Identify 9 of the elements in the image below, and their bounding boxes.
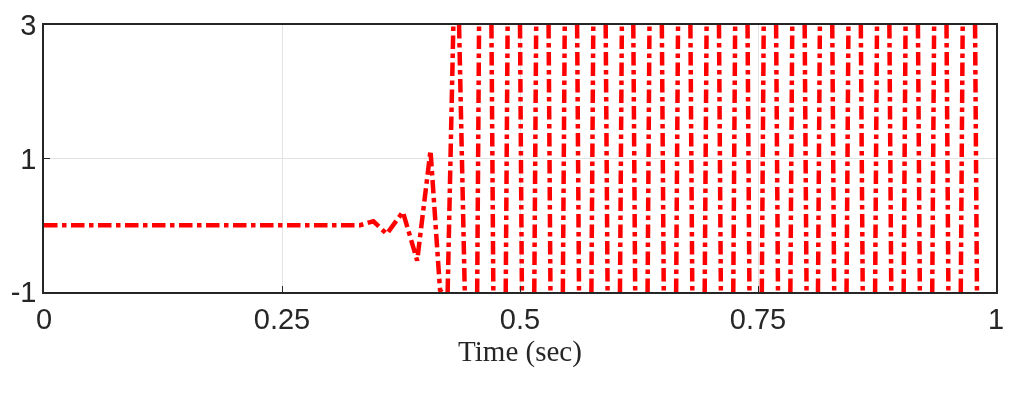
y-tick-label: 1 <box>20 142 37 175</box>
x-tick-label: 0.75 <box>729 302 787 335</box>
x-tick-label: 0.25 <box>253 302 311 335</box>
x-tick-label: 0 <box>35 302 53 335</box>
x-tick-label: 0.5 <box>499 302 541 335</box>
x-tick-label: 1 <box>987 302 1005 335</box>
y-tick-label: 3 <box>20 9 37 42</box>
x-axis-title: Time (sec) <box>458 334 582 368</box>
y-tick-label: -1 <box>10 276 37 309</box>
